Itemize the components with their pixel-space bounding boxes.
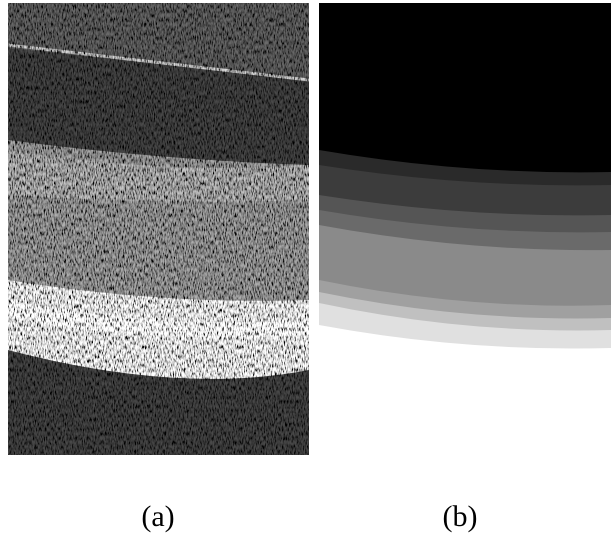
- panel-caption: (b): [443, 500, 478, 533]
- segmentation-map: [319, 3, 611, 455]
- panel-caption: (a): [141, 500, 174, 533]
- oct-image: [8, 3, 309, 455]
